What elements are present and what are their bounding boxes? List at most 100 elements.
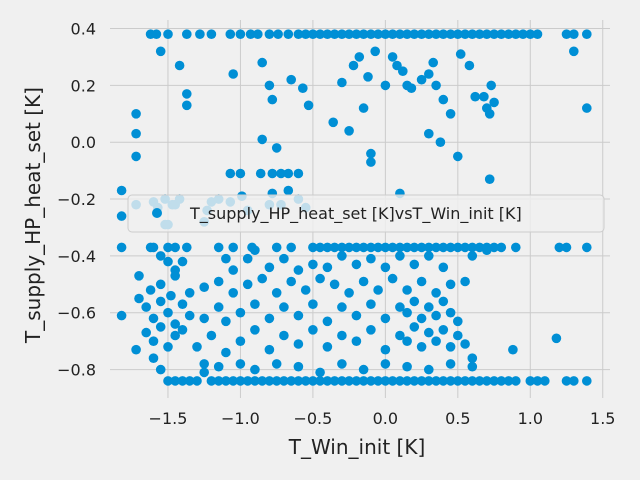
data-point (424, 69, 434, 79)
data-point (431, 376, 441, 386)
data-point (279, 376, 289, 386)
data-point (496, 376, 507, 386)
data-point (329, 279, 340, 290)
data-point (250, 299, 260, 310)
data-point (366, 148, 376, 159)
data-point (257, 376, 268, 386)
data-point (228, 242, 238, 253)
data-point (496, 242, 507, 253)
data-point (402, 285, 412, 295)
data-point (163, 29, 173, 39)
data-point (344, 376, 354, 386)
data-point (293, 310, 304, 321)
data-point (174, 60, 185, 71)
data-point (271, 143, 282, 153)
data-point (134, 293, 144, 304)
data-point (276, 168, 286, 179)
data-point (337, 330, 347, 341)
data-point (431, 288, 441, 298)
data-point (532, 29, 543, 39)
data-point (329, 242, 340, 253)
data-point (467, 353, 478, 364)
data-point (344, 29, 354, 39)
data-point (358, 376, 369, 386)
data-point (337, 251, 347, 261)
legend-marker (152, 208, 162, 218)
data-point (366, 299, 376, 310)
data-point (366, 325, 376, 335)
data-point (373, 285, 383, 295)
data-point (308, 29, 318, 39)
data-point (155, 364, 166, 375)
data-point (409, 259, 420, 270)
data-point (131, 109, 141, 119)
data-point (293, 339, 304, 349)
data-point (315, 367, 325, 378)
data-point (525, 376, 536, 386)
data-point (166, 290, 176, 301)
data-point (116, 185, 127, 196)
data-point (228, 69, 238, 79)
data-point (221, 316, 231, 327)
data-point (358, 276, 369, 287)
data-point (225, 168, 236, 179)
data-point (373, 376, 383, 386)
data-point (242, 253, 253, 264)
data-point (177, 325, 188, 335)
x-tick-label: 0.0 (373, 409, 398, 428)
data-point (308, 299, 318, 310)
data-point (402, 361, 412, 372)
data-point (431, 80, 441, 91)
data-points (116, 29, 592, 386)
data-point (177, 256, 188, 267)
data-point (467, 361, 478, 372)
data-point (344, 126, 354, 136)
data-point (279, 253, 289, 264)
x-tick-label: −1.0 (221, 409, 260, 428)
data-point (322, 242, 333, 253)
data-point (163, 307, 173, 318)
data-point (474, 242, 485, 253)
data-point (283, 29, 294, 39)
data-point (283, 185, 294, 196)
y-tick-label: 0.4 (71, 20, 96, 39)
data-point (267, 94, 278, 105)
data-point (155, 251, 166, 261)
data-point (298, 83, 308, 93)
data-point (235, 168, 246, 179)
data-point (424, 251, 434, 261)
data-point (431, 242, 441, 253)
legend: T_supply_HP_heat_set [K]vsT_Win_init [K] (127, 194, 605, 233)
data-point (398, 66, 408, 76)
data-point (467, 251, 478, 261)
data-point (192, 342, 202, 352)
data-point (182, 242, 192, 253)
data-point (250, 364, 260, 375)
data-point (406, 83, 417, 93)
data-point (155, 279, 166, 290)
data-point (416, 342, 427, 352)
data-point (264, 313, 275, 324)
data-point (467, 376, 478, 386)
data-point (424, 302, 434, 312)
data-point (344, 288, 354, 298)
data-point (221, 253, 231, 264)
data-point (337, 77, 347, 88)
data-point (283, 168, 294, 179)
x-tick-label: 1.0 (518, 409, 543, 428)
data-point (213, 376, 224, 386)
data-point (155, 296, 166, 307)
data-point (438, 376, 449, 386)
data-point (445, 342, 456, 352)
data-point (257, 57, 268, 68)
data-point (387, 29, 398, 39)
data-point (582, 242, 592, 253)
y-tick-labels: 0.4 0.2 0.0 −0.2 −0.4 −0.6 −0.8 (57, 20, 96, 380)
data-point (489, 29, 499, 39)
data-point (380, 344, 391, 355)
data-point (221, 347, 231, 358)
data-point (308, 376, 318, 386)
data-point (235, 376, 246, 386)
data-point (582, 29, 592, 39)
